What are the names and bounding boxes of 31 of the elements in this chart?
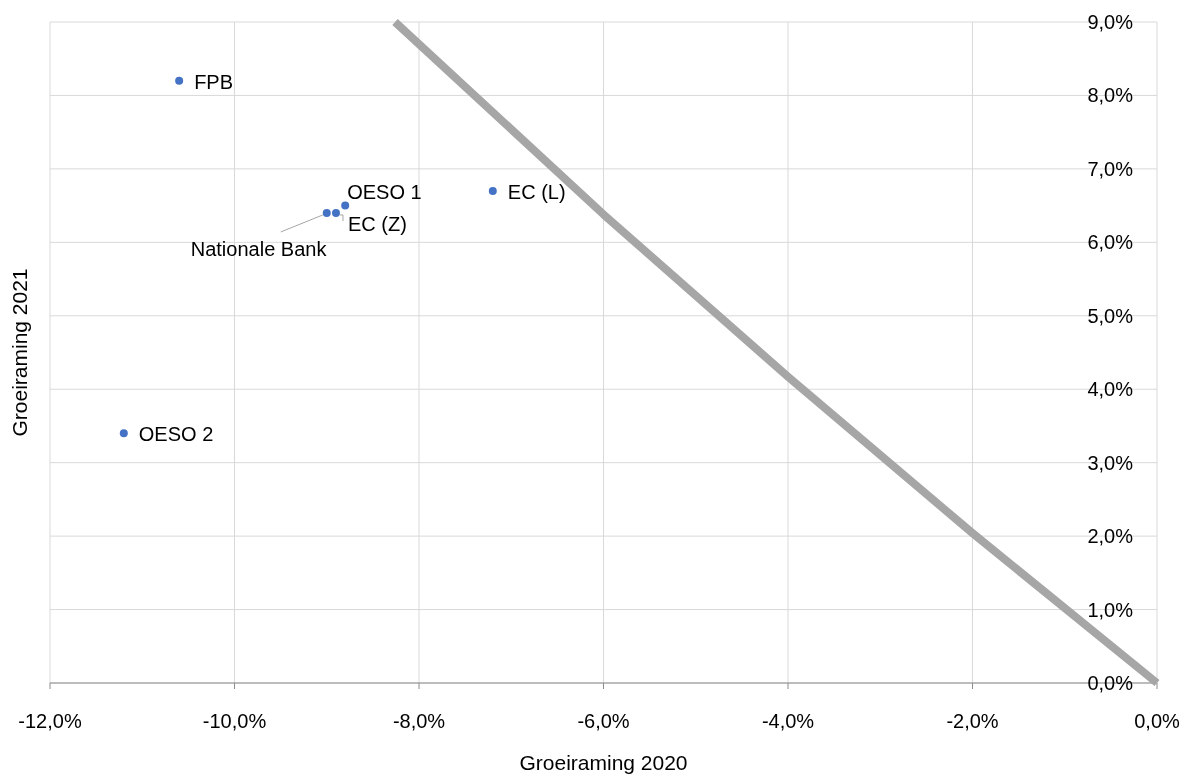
- x-tick-label: -2,0%: [946, 710, 999, 732]
- y-tick-label: 1,0%: [1087, 598, 1134, 621]
- x-tick-label: -12,0%: [18, 710, 82, 732]
- x-tick-label: 0,0%: [1134, 710, 1181, 732]
- point: [488, 186, 497, 195]
- y-tick-label: 0,0%: [1087, 672, 1134, 694]
- y-tick-label: 3,0%: [1087, 451, 1134, 474]
- y-tick-label: 7,0%: [1087, 157, 1134, 180]
- series-label: Nationale Bank: [190, 237, 328, 260]
- x-axis-title: Groeiraming 2020: [519, 751, 688, 774]
- y-tick-label: 4,0%: [1087, 378, 1134, 401]
- point: [322, 208, 331, 217]
- point: [341, 201, 350, 210]
- point: [119, 429, 128, 438]
- point: [331, 208, 340, 217]
- point: [175, 76, 184, 85]
- series-label: EC (Z): [347, 212, 407, 235]
- x-tick-label: -6,0%: [577, 710, 630, 732]
- x-tick-label: -4,0%: [761, 710, 815, 732]
- y-tick-label: 2,0%: [1087, 525, 1134, 548]
- x-tick-label: -10,0%: [202, 710, 267, 732]
- series-label: EC (L): [507, 180, 566, 203]
- series-label: OESO 1: [347, 180, 422, 203]
- series-label: OESO 2: [138, 423, 214, 446]
- y-tick-label: 8,0%: [1087, 84, 1134, 107]
- y-tick-label: 9,0%: [1087, 11, 1134, 33]
- series-label: FPB: [194, 70, 234, 93]
- y-tick-label: 5,0%: [1087, 304, 1134, 327]
- x-tick-label: -8,0%: [392, 710, 446, 732]
- y-axis-title: Groeiraming 2021: [8, 268, 31, 437]
- y-tick-label: 6,0%: [1087, 231, 1134, 254]
